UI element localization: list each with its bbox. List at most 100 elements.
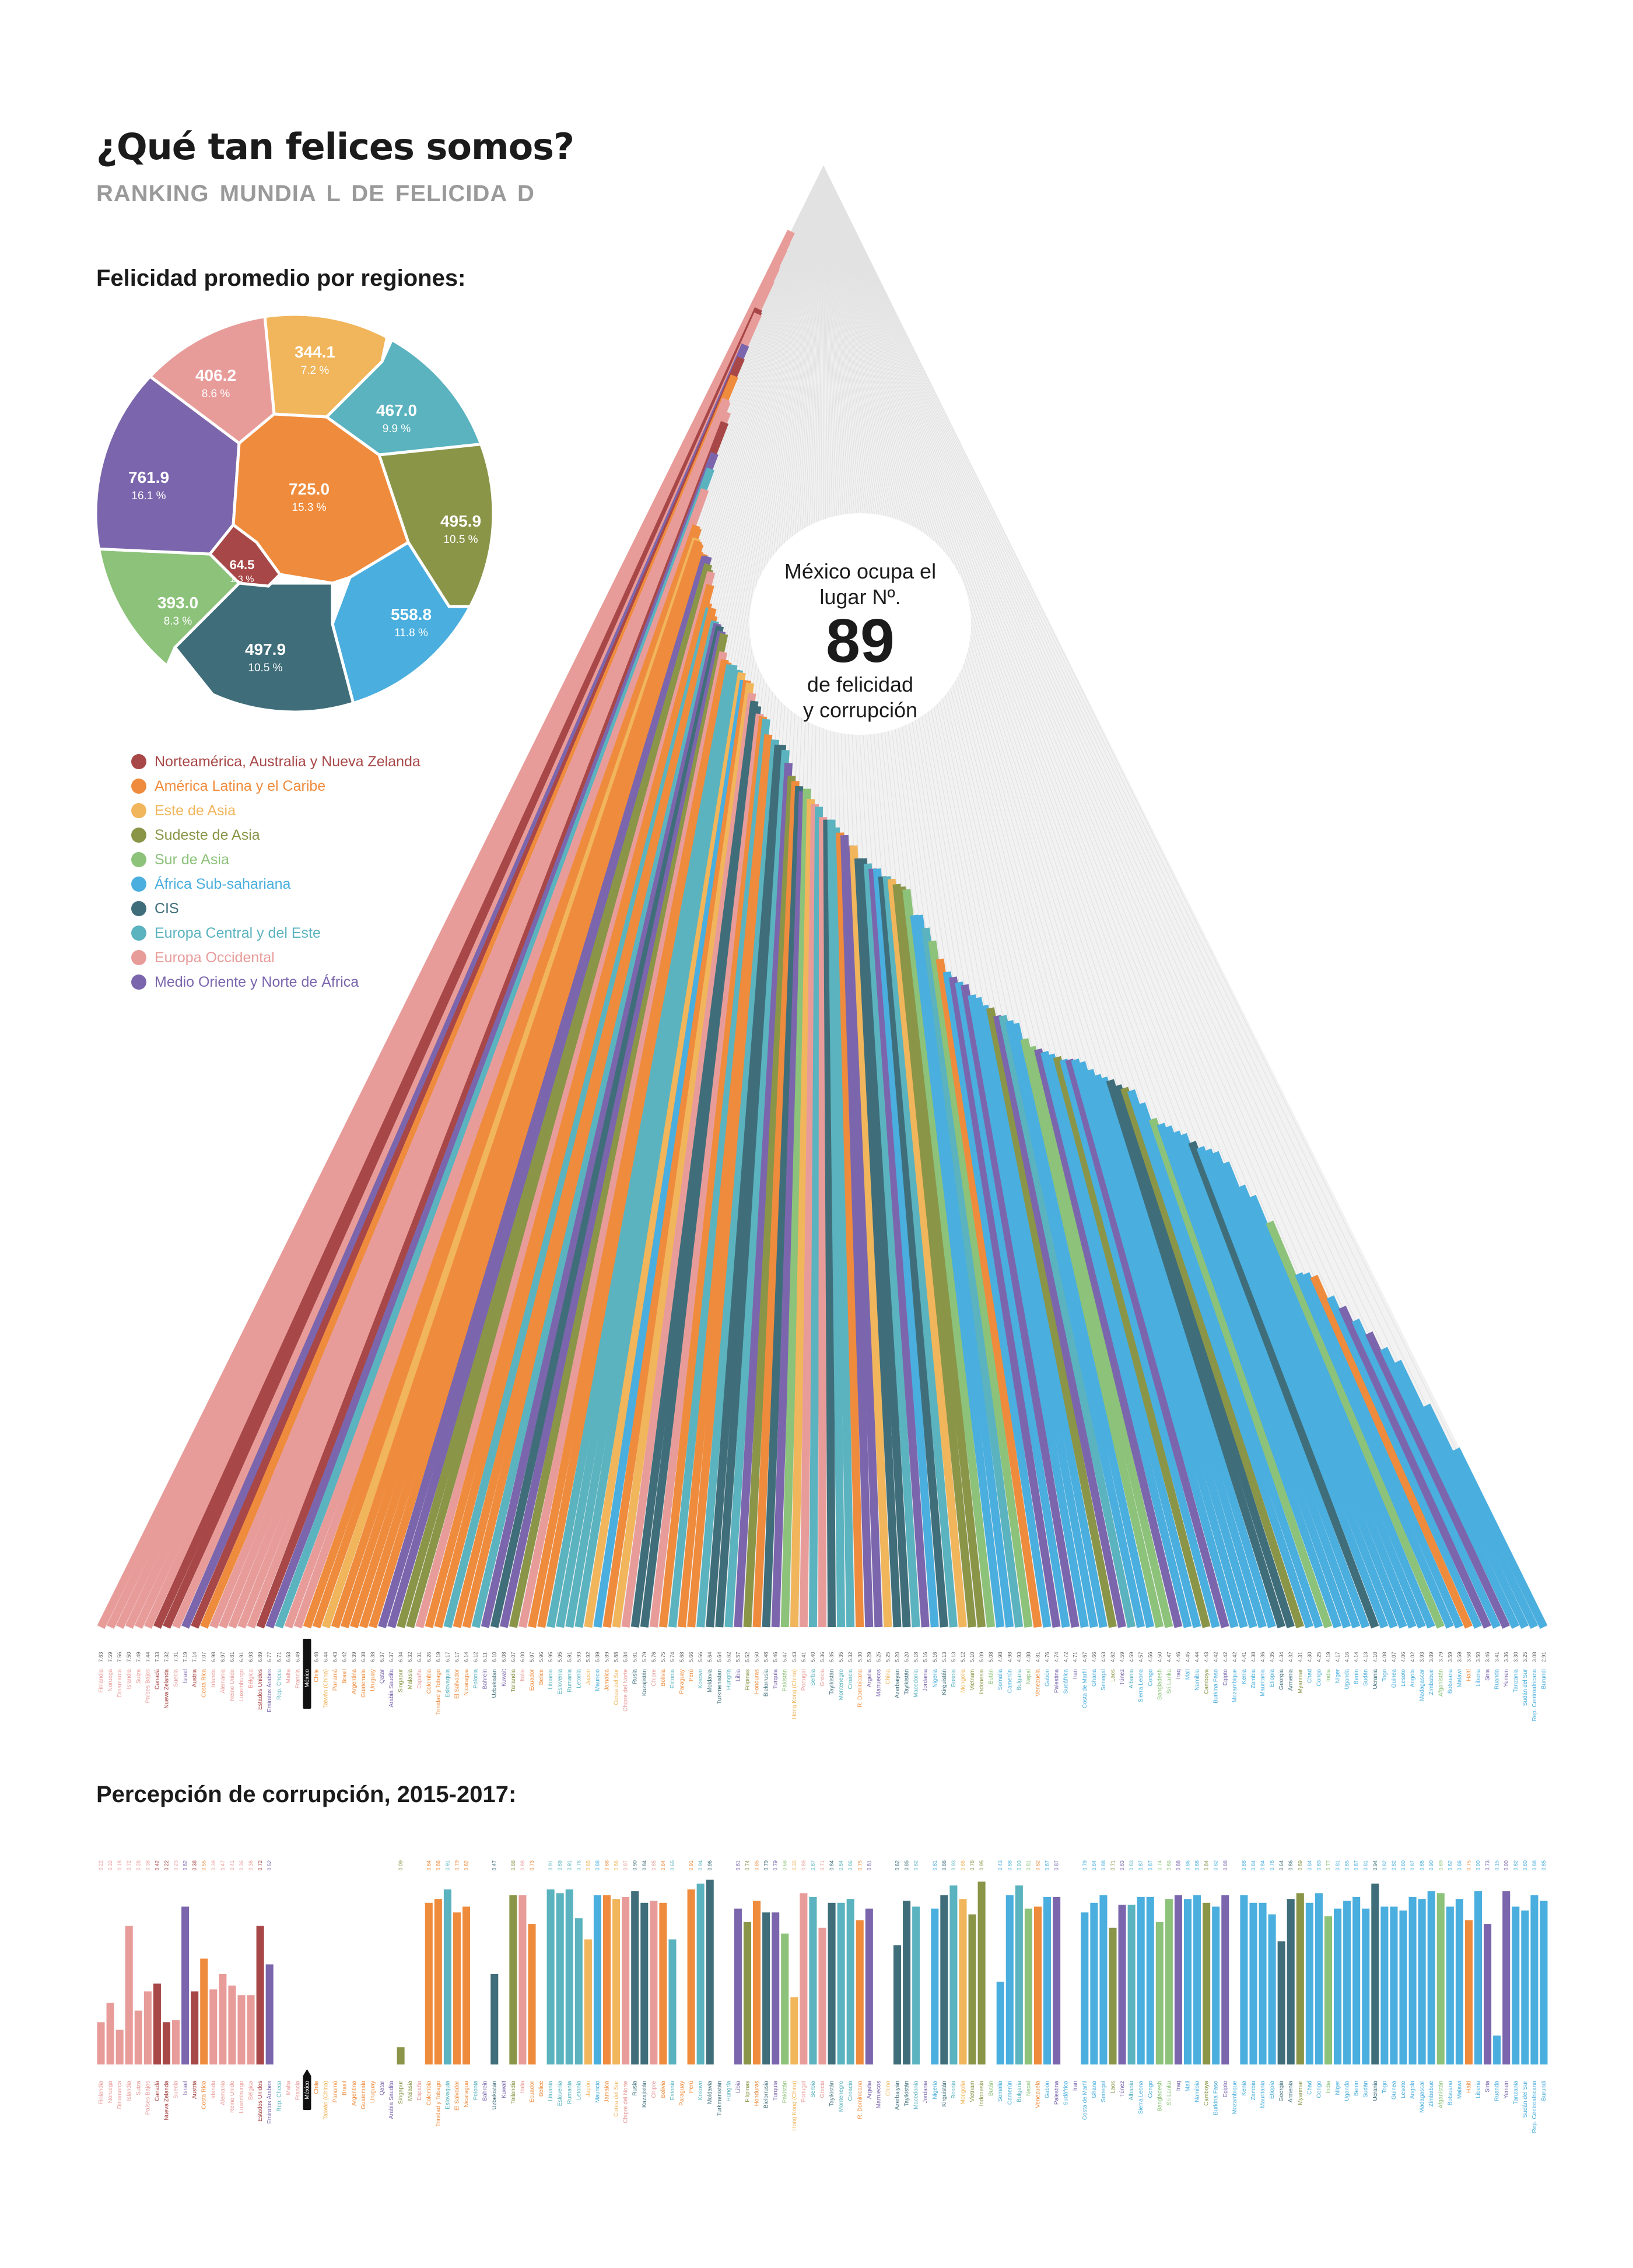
corruption-country-label: Argelia: [866, 2081, 872, 2099]
happiness-value-label: 4.72: [1063, 1652, 1069, 1662]
country-label: Luxemburgo: [239, 1669, 245, 1702]
corruption-value-label: 0.38: [145, 1860, 150, 1871]
corruption-country-label: Mauritania: [1260, 2081, 1266, 2108]
legend-item-lat: América Latina y el Caribe: [131, 774, 420, 798]
corruption-country-label: Azerbaiyán: [895, 2081, 901, 2110]
happiness-value-label: 6.17: [444, 1652, 450, 1662]
country-label: Botsuana: [1447, 1669, 1453, 1694]
pie-slice-percent: 7.2 %: [301, 364, 330, 377]
country-label: Túnez: [1119, 1669, 1126, 1685]
happiness-ray: [1034, 1048, 1183, 1628]
corruption-country-label: Libia: [735, 2081, 741, 2094]
happiness-value-label: 4.98: [1007, 1652, 1012, 1662]
happiness-ray: [799, 804, 819, 1628]
country-label: Sudán: [1363, 1669, 1369, 1686]
pie-slice-percent: 10.5 %: [443, 534, 478, 546]
corruption-bar: [265, 1964, 274, 2064]
corruption-country-label: Emiratos Árabes: [265, 2081, 273, 2124]
corruption-country-label: Eslovenia: [557, 2081, 563, 2106]
happiness-ray: [1204, 1148, 1398, 1629]
happiness-value-label: 7.14: [192, 1652, 198, 1662]
happiness-value-label: 5.64: [716, 1652, 722, 1662]
country-label: Nicaragua: [464, 1669, 470, 1696]
country-label: Sri Lanka: [1166, 1669, 1172, 1694]
corruption-value-label: 0.75: [1466, 1860, 1471, 1871]
country-label: Libia: [735, 1669, 741, 1682]
corruption-country-label: Madagascar: [1419, 2080, 1425, 2113]
corruption-bar: [828, 1902, 836, 2064]
country-label: Belice: [538, 1669, 545, 1685]
country-label: Suiza: [135, 1669, 142, 1684]
happiness-value-label: 6.43: [332, 1652, 338, 1662]
corruption-value-label: 0.86: [1419, 1860, 1425, 1871]
corruption-bar: [1099, 1895, 1108, 2064]
happiness-value-label: 4.81: [1035, 1652, 1040, 1662]
happiness-value-label: 4.31: [1297, 1652, 1303, 1662]
corruption-value-label: 0.41: [229, 1860, 235, 1871]
page-title: ¿Qué tan felices somos?: [96, 125, 574, 168]
corruption-bar: [1352, 1897, 1361, 2064]
country-label: Rusia: [632, 1669, 639, 1684]
happiness-value-label: 5.66: [688, 1652, 694, 1662]
country-label: Burkina Faso: [1213, 1669, 1220, 1703]
corruption-country-label: Ucrania: [1372, 2081, 1379, 2101]
happiness-ray: [948, 976, 1061, 1628]
legend-label: Sur de Asia: [155, 851, 229, 868]
corruption-value-label: 0.09: [398, 1860, 404, 1871]
corruption-country-label: Kenia: [1241, 2081, 1247, 2096]
corruption-value-label: 0.77: [1325, 1860, 1331, 1871]
legend-dot-nam: [131, 754, 146, 769]
happiness-ray: [809, 807, 823, 1628]
happiness-ray: [1248, 1194, 1435, 1629]
happiness-ray: [743, 776, 796, 1628]
corruption-bar: [97, 2022, 105, 2064]
corruption-bar: [1053, 1897, 1061, 2064]
corruption-bar: [565, 1889, 573, 2064]
corruption-bar: [219, 1973, 227, 2064]
corruption-value-label: 0.88: [1222, 1860, 1228, 1871]
happiness-ray: [818, 817, 828, 1628]
corruption-country-label: Croacia: [847, 2081, 854, 2101]
corruption-bar: [518, 1895, 527, 2064]
corruption-country-label: México: [304, 2081, 310, 2099]
corruption-value-label: 0.86: [435, 1860, 441, 1871]
happiness-value-label: 5.16: [923, 1652, 928, 1662]
happiness-ray: [878, 876, 948, 1628]
corruption-country-label: Haití: [1466, 2081, 1472, 2093]
corruption-value-label: 0.23: [173, 1860, 179, 1871]
happiness-value-label: 5.25: [875, 1652, 881, 1662]
happiness-value-label: 4.71: [1073, 1652, 1078, 1662]
country-label: Togo: [1382, 1669, 1388, 1682]
corruption-country-label: Egipto: [1222, 2081, 1229, 2098]
corruption-value-label: 0.82: [1447, 1860, 1453, 1871]
country-label: Islandia: [126, 1669, 132, 1689]
corruption-country-label: Letonia: [576, 2081, 582, 2100]
happiness-value-label: 5.52: [744, 1652, 750, 1662]
mexico-marker-box: [303, 2075, 311, 2110]
happiness-value-label: 3.89: [1428, 1652, 1434, 1662]
corruption-value-label: 0.87: [1354, 1860, 1359, 1871]
corruption-country-label: India: [1325, 2081, 1331, 2094]
corruption-value-label: 0.80: [1522, 1860, 1528, 1871]
corruption-country-label: Congo: [1316, 2081, 1322, 2098]
happiness-ray: [1040, 1051, 1192, 1628]
country-label: Kirguistán: [941, 1669, 948, 1695]
happiness-value-label: 4.10: [1372, 1652, 1378, 1662]
happiness-ray: [1365, 1331, 1510, 1629]
happiness-value-label: 3.59: [1456, 1652, 1462, 1662]
happiness-value-label: 4.17: [1335, 1652, 1341, 1662]
corruption-bar: [1240, 1895, 1248, 2064]
corruption-value-label: 0.89: [1297, 1860, 1303, 1871]
corruption-bar: [1015, 1885, 1023, 2064]
happiness-value-label: 6.42: [342, 1652, 348, 1662]
happiness-ray: [556, 664, 738, 1628]
corruption-country-label: Bosnia: [951, 2081, 957, 2099]
corruption-value-label: 0.35: [791, 1860, 797, 1871]
corruption-country-label: Bulgaria: [1016, 2081, 1022, 2102]
happiness-value-label: 6.44: [323, 1652, 329, 1662]
happiness-value-label: 6.17: [454, 1652, 460, 1662]
country-label: Haití: [1466, 1669, 1472, 1681]
corruption-country-label: Sudáfrica: [1063, 2081, 1070, 2106]
happiness-value-label: 4.98: [997, 1652, 1003, 1662]
corruption-country-label: Argentina: [351, 2081, 358, 2106]
